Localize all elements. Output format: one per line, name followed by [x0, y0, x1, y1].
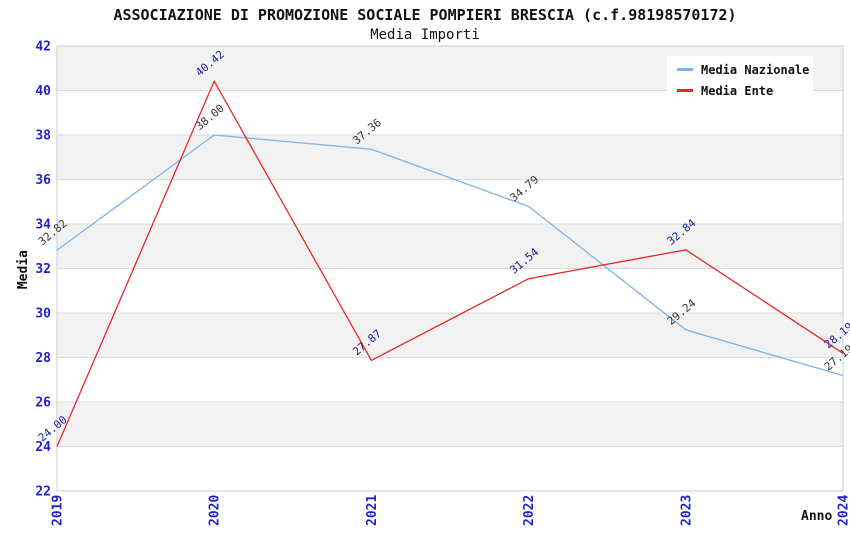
- y-tick-label: 42: [35, 40, 51, 55]
- y-tick-label: 38: [35, 129, 51, 144]
- series-line-media-ente: [56, 79, 844, 447]
- legend-item-media-ente: Media Ente: [677, 84, 813, 98]
- plot-band: [57, 224, 843, 269]
- x-axis-title: Anno: [801, 509, 833, 524]
- series-line-media-nazionale: [56, 134, 844, 377]
- y-tick-label: 22: [35, 485, 51, 500]
- y-tick-label: 36: [35, 173, 51, 188]
- x-tick-label: 2024: [837, 495, 850, 526]
- legend: Media Nazionale Media Ente: [667, 56, 813, 104]
- y-tick-label: 24: [35, 440, 51, 455]
- legend-item-media-nazionale: Media Nazionale: [677, 63, 813, 77]
- plot-border: [56, 45, 844, 492]
- chart-subtitle: Media Importi: [370, 27, 480, 43]
- legend-swatch-media-nazionale: [677, 68, 693, 71]
- chart-title: ASSOCIAZIONE DI PROMOZIONE SOCIALE POMPI…: [113, 6, 737, 24]
- plot-band: [57, 402, 843, 447]
- y-tick-label: 26: [35, 396, 51, 411]
- y-tick-label: 34: [35, 218, 51, 233]
- x-tick-label: 2022: [522, 495, 537, 526]
- y-tick-label: 28: [35, 351, 51, 366]
- x-tick-label: 2019: [51, 495, 66, 526]
- y-tick-label: 40: [35, 84, 51, 99]
- y-axis-title: Media: [16, 250, 31, 290]
- y-tick-label: 32: [35, 262, 51, 277]
- legend-label: Media Nazionale: [701, 62, 810, 77]
- legend-label: Media Ente: [701, 83, 774, 98]
- legend-swatch-media-ente: [677, 89, 693, 92]
- x-tick-label: 2020: [208, 495, 223, 526]
- x-tick-label: 2021: [365, 495, 380, 526]
- plot-band: [57, 313, 843, 358]
- y-tick-label: 30: [35, 307, 51, 322]
- x-tick-label: 2023: [679, 495, 694, 526]
